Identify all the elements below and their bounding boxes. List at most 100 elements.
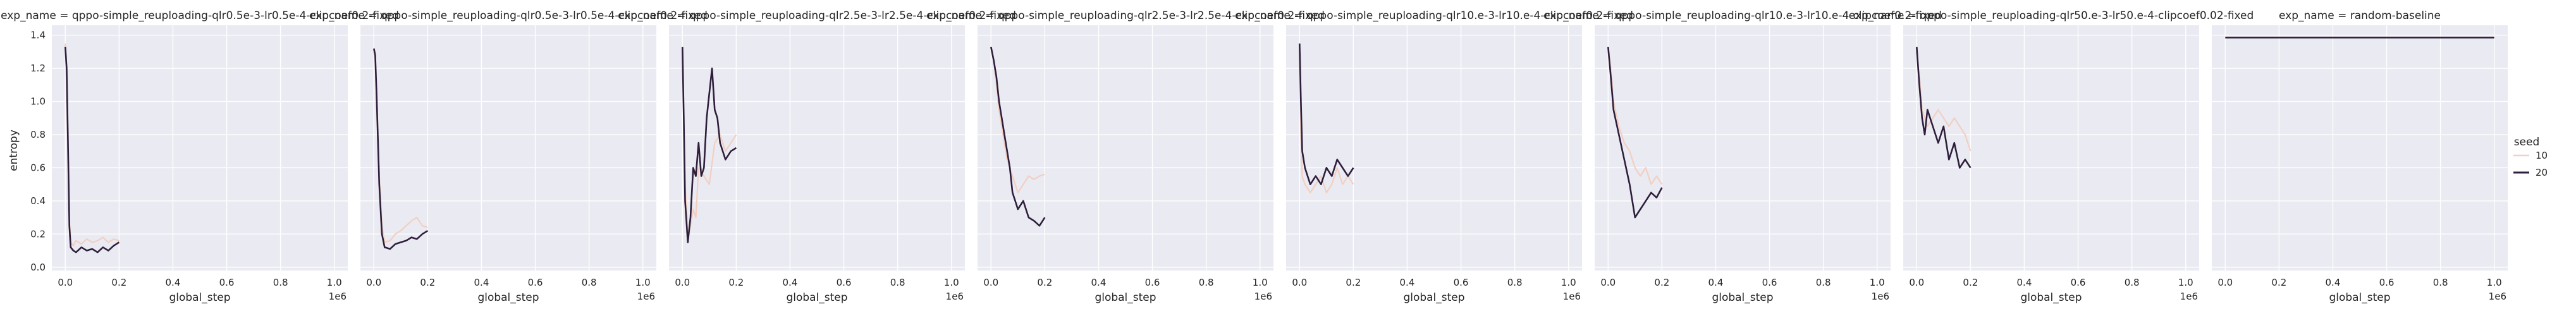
series-line-seed-20 [682, 47, 737, 243]
x-tick-label: 0.8 [273, 277, 288, 288]
panel-title: exp_name = qppo-simple_reuploading-qlr50… [1849, 9, 2254, 22]
x-offset-label: 1e6 [2180, 291, 2198, 302]
x-axis-label: global_step [2020, 291, 2082, 304]
x-tick-label: 0.4 [1708, 277, 1724, 288]
x-offset-label: 1e6 [1563, 291, 1581, 302]
legend: seed 10 20 [2513, 136, 2548, 178]
panel-title: exp_name = qppo-simple_reuploading-qlr2.… [618, 9, 1016, 22]
y-axis-label: entropy [8, 130, 20, 171]
x-tick-label: 1.0 [1870, 277, 1885, 288]
facet-panel-1: 0.0 0.2 0.4 0.6 0.8 1.0 0.0 0.2 0.4 0.6 0.8 1.0 1.2 1… [1, 9, 399, 304]
x-tick-label: 1.0 [1561, 277, 1576, 288]
series-line-seed-20 [990, 46, 1046, 227]
y-tick-label: 1.4 [30, 30, 46, 41]
x-tick-label: 0.4 [783, 277, 798, 288]
x-tick-label: 0.2 [2271, 277, 2286, 288]
x-tick-label: 0.2 [420, 277, 435, 288]
x-offset-label: 1e6 [1872, 291, 1889, 302]
x-tick-label: 0.8 [1199, 277, 1214, 288]
x-tick-label: 0.6 [1762, 277, 1777, 288]
legend-title: seed [2514, 136, 2540, 149]
y-tick-label: 0.4 [30, 195, 46, 207]
legend-label-seed-20: 20 [2536, 167, 2548, 178]
x-tick-label: 0.6 [837, 277, 852, 288]
series-line-seed-20 [1299, 43, 1354, 185]
x-tick-label: 0.2 [1963, 277, 1978, 288]
x-tick-label: 0.4 [2326, 277, 2341, 288]
x-tick-label: 0.8 [2125, 277, 2140, 288]
facet-panel-6: 0.0 0.2 0.4 0.6 0.8 1.0 exp_name = qppo-simple… [1543, 9, 1942, 304]
x-tick-label: 0.6 [2379, 277, 2395, 288]
x-tick-label: 0.0 [675, 277, 690, 288]
x-tick-label: 0.6 [219, 277, 235, 288]
x-tick-label: 0.0 [2217, 277, 2233, 288]
x-axis-label: global_step [2329, 291, 2390, 304]
x-tick-label: 0.0 [1909, 277, 1924, 288]
series-line-seed-20 [1916, 47, 1972, 169]
x-tick-label: 0.4 [2017, 277, 2032, 288]
x-tick-label: 0.2 [111, 277, 126, 288]
x-tick-label: 1.0 [944, 277, 959, 288]
y-tick-label: 0.2 [30, 228, 46, 240]
x-tick-label: 1.0 [1253, 277, 1268, 288]
plot-area [360, 25, 656, 270]
facet-panel-3: 0.0 0.2 0.4 0.6 0.8 1.0 exp_name = qppo-simple… [618, 9, 1016, 304]
plot-area [1595, 25, 1891, 270]
facet-panels: 0.0 0.2 0.4 0.6 0.8 1.0 0.0 0.2 0.4 0.6 0.8 1.0 1.2 1… [1, 9, 2508, 304]
y-tick-label: 1.0 [30, 96, 46, 107]
x-offset-label: 1e6 [946, 291, 964, 302]
x-offset-label: 1e6 [1254, 291, 1272, 302]
x-tick-label: 0.4 [1091, 277, 1107, 288]
y-tick-label: 0.8 [30, 129, 46, 140]
series-line-seed-20 [64, 47, 120, 253]
panel-title: exp_name = qppo-simple_reuploading-qlr10… [1543, 9, 1942, 22]
panel-title: exp_name = random-baseline [2279, 9, 2441, 22]
x-tick-label: 0.2 [1346, 277, 1361, 288]
x-tick-label: 0.4 [1400, 277, 1415, 288]
x-axis-label: global_step [169, 291, 230, 304]
x-tick-label: 0.8 [1816, 277, 1831, 288]
x-tick-label: 0.8 [2433, 277, 2448, 288]
y-tick-label: 1.2 [30, 63, 46, 74]
x-axis-label: global_step [477, 291, 539, 304]
x-offset-label: 1e6 [2489, 291, 2506, 302]
x-tick-label: 0.6 [2071, 277, 2086, 288]
x-tick-label: 1.0 [635, 277, 651, 288]
x-tick-label: 0.0 [1292, 277, 1307, 288]
x-axis-label: global_step [1712, 291, 1773, 304]
x-tick-label: 1.0 [2178, 277, 2193, 288]
panel-title: exp_name = qppo-simple_reuploading-qlr2.… [926, 9, 1325, 22]
plot-area [52, 25, 348, 270]
series-line-seed-10 [1299, 51, 1354, 193]
plot-area [978, 25, 1273, 270]
x-tick-label: 0.4 [474, 277, 489, 288]
x-tick-label: 0.4 [166, 277, 181, 288]
x-axis-label: global_step [1403, 291, 1464, 304]
x-tick-label: 0.2 [728, 277, 744, 288]
x-tick-label: 0.0 [1600, 277, 1616, 288]
series-line-seed-20 [373, 48, 429, 250]
facet-panel-5: 0.0 0.2 0.4 0.6 0.8 1.0 exp_name = qppo-simple… [1235, 9, 1633, 304]
x-tick-label: 0.6 [528, 277, 543, 288]
y-tick-label: 0.6 [30, 162, 46, 173]
x-tick-label: 0.8 [890, 277, 905, 288]
legend-label-seed-10: 10 [2536, 150, 2548, 161]
facet-panel-4: 0.0 0.2 0.4 0.6 0.8 1.0 exp_name = qppo-simple… [926, 9, 1325, 304]
panel-title: exp_name = qppo-simple_reuploading-qlr0.… [309, 9, 708, 22]
plot-area [1286, 25, 1582, 270]
x-tick-label: 0.0 [983, 277, 998, 288]
x-tick-label: 0.0 [366, 277, 381, 288]
facet-panel-8: 0.0 0.2 0.4 0.6 0.8 1.0 exp_name = random-base… [2212, 9, 2508, 304]
plot-area [669, 25, 965, 270]
x-axis-label: global_step [786, 291, 847, 304]
x-tick-label: 0.6 [1454, 277, 1469, 288]
plot-area [2212, 25, 2508, 270]
x-offset-label: 1e6 [637, 291, 655, 302]
x-tick-label: 0.8 [1507, 277, 1523, 288]
y-tick-label: 0.0 [30, 262, 46, 273]
facet-panel-7: 0.0 0.2 0.4 0.6 0.8 1.0 exp_name = qppo-simple… [1849, 9, 2254, 304]
x-axis-label: global_step [1095, 291, 1156, 304]
facet-panel-2: 0.0 0.2 0.4 0.6 0.8 1.0 exp_name = qppo-simple… [309, 9, 708, 304]
panel-title: exp_name = qppo-simple_reuploading-qlr0.… [1, 9, 399, 22]
x-tick-label: 0.2 [1037, 277, 1052, 288]
